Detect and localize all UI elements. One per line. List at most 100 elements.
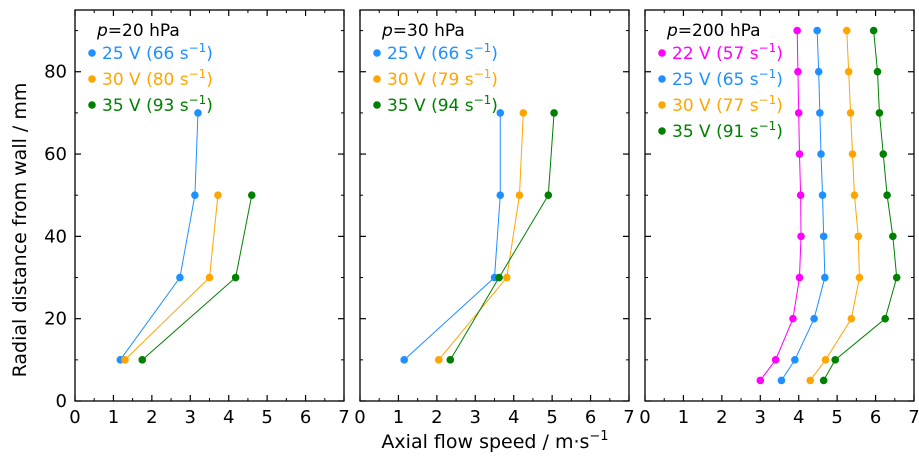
data-point <box>446 356 455 364</box>
y-tick-label: 80 <box>44 62 67 83</box>
x-tick-label: 3 <box>185 407 196 428</box>
data-point <box>777 376 786 385</box>
series-line <box>438 112 524 361</box>
series-line <box>759 30 802 381</box>
data-point <box>892 273 901 282</box>
legend-label: 30 V (80 s−1) <box>102 67 213 90</box>
data-point <box>544 191 553 200</box>
series-line <box>809 30 860 381</box>
data-point <box>879 150 888 158</box>
x-tick-label: 5 <box>546 407 557 428</box>
x-tick-label: 4 <box>793 407 804 428</box>
data-point <box>794 109 803 117</box>
legend-label: 30 V (77 s−1) <box>672 93 783 116</box>
data-point <box>848 150 857 158</box>
panel-frame <box>74 9 345 402</box>
x-axis-label: Axial flow speed / m·s−1 <box>381 429 608 453</box>
data-point <box>495 273 503 282</box>
legend-marker <box>373 75 381 83</box>
data-point <box>214 191 222 200</box>
legend-label: 35 V (94 s−1) <box>387 93 498 116</box>
x-tick-label: 3 <box>470 407 481 428</box>
legend-label: 25 V (66 s−1) <box>387 41 498 64</box>
data-point <box>796 191 805 200</box>
data-point <box>818 191 827 200</box>
legend-marker <box>658 75 666 83</box>
data-point <box>846 109 855 117</box>
legend-marker <box>658 127 666 135</box>
data-point <box>850 191 859 200</box>
data-point <box>854 232 863 241</box>
data-point <box>814 67 823 76</box>
data-point <box>231 273 240 282</box>
legend-label: 35 V (93 s−1) <box>102 93 213 116</box>
legend-label: 25 V (66 s−1) <box>102 41 213 64</box>
x-tick-label: 6 <box>585 407 596 428</box>
series-line <box>781 30 826 381</box>
panel-title: p=200 hPa <box>666 21 761 41</box>
x-tick-label: 0 <box>354 407 365 428</box>
data-point <box>813 26 821 35</box>
data-point <box>794 67 802 76</box>
x-tick-label: 1 <box>393 407 404 428</box>
data-point <box>793 26 801 35</box>
legend-marker <box>658 49 666 57</box>
data-point <box>247 191 256 200</box>
panel-frame <box>644 9 915 402</box>
x-tick-label: 2 <box>146 407 157 428</box>
legend-marker <box>88 49 96 57</box>
y-tick-label: 20 <box>44 309 67 330</box>
data-point <box>831 356 840 364</box>
data-point <box>191 191 199 200</box>
data-point <box>806 376 815 385</box>
data-point <box>519 109 528 117</box>
data-point <box>847 314 856 323</box>
data-point <box>138 356 147 364</box>
x-tick-label: 7 <box>338 407 349 428</box>
series-line <box>403 112 501 361</box>
data-point <box>400 356 408 364</box>
x-tick-label: 7 <box>623 407 634 428</box>
x-tick-label: 4 <box>508 407 519 428</box>
data-point <box>881 314 889 323</box>
panel-title: p=20 hPa <box>96 21 180 41</box>
data-point <box>434 356 443 364</box>
legend-label: 25 V (65 s−1) <box>672 67 783 90</box>
legend-marker <box>373 49 381 57</box>
x-tick-label: 0 <box>639 407 650 428</box>
data-point <box>789 314 797 323</box>
data-point <box>821 356 830 364</box>
data-point <box>194 109 202 117</box>
data-point <box>121 356 129 364</box>
data-point <box>817 150 825 158</box>
y-axis-label: Radial distance from wall / mm <box>9 83 31 378</box>
data-point <box>816 109 824 117</box>
x-tick-label: 2 <box>431 407 442 428</box>
x-tick-label: 0 <box>69 407 80 428</box>
legend-label: 35 V (91 s−1) <box>672 119 783 142</box>
legend-marker <box>88 101 96 109</box>
data-point <box>771 356 780 364</box>
data-point <box>176 273 184 282</box>
data-point <box>496 109 505 117</box>
x-tick-label: 5 <box>831 407 842 428</box>
x-tick-label: 6 <box>870 407 881 428</box>
x-tick-label: 4 <box>223 407 234 428</box>
data-point <box>515 191 524 200</box>
data-point <box>869 26 878 35</box>
data-point <box>797 232 805 241</box>
y-tick-label: 60 <box>44 144 67 165</box>
legend-marker <box>658 101 666 109</box>
series-line <box>823 30 898 381</box>
x-tick-label: 2 <box>716 407 727 428</box>
data-point <box>810 314 818 323</box>
x-tick-label: 1 <box>108 407 119 428</box>
legend-label: 22 V (57 s−1) <box>672 41 783 64</box>
panel-title: p=30 hPa <box>381 21 465 41</box>
y-tick-label: 0 <box>56 391 67 412</box>
data-point <box>795 150 804 158</box>
y-tick-label: 40 <box>44 226 67 247</box>
